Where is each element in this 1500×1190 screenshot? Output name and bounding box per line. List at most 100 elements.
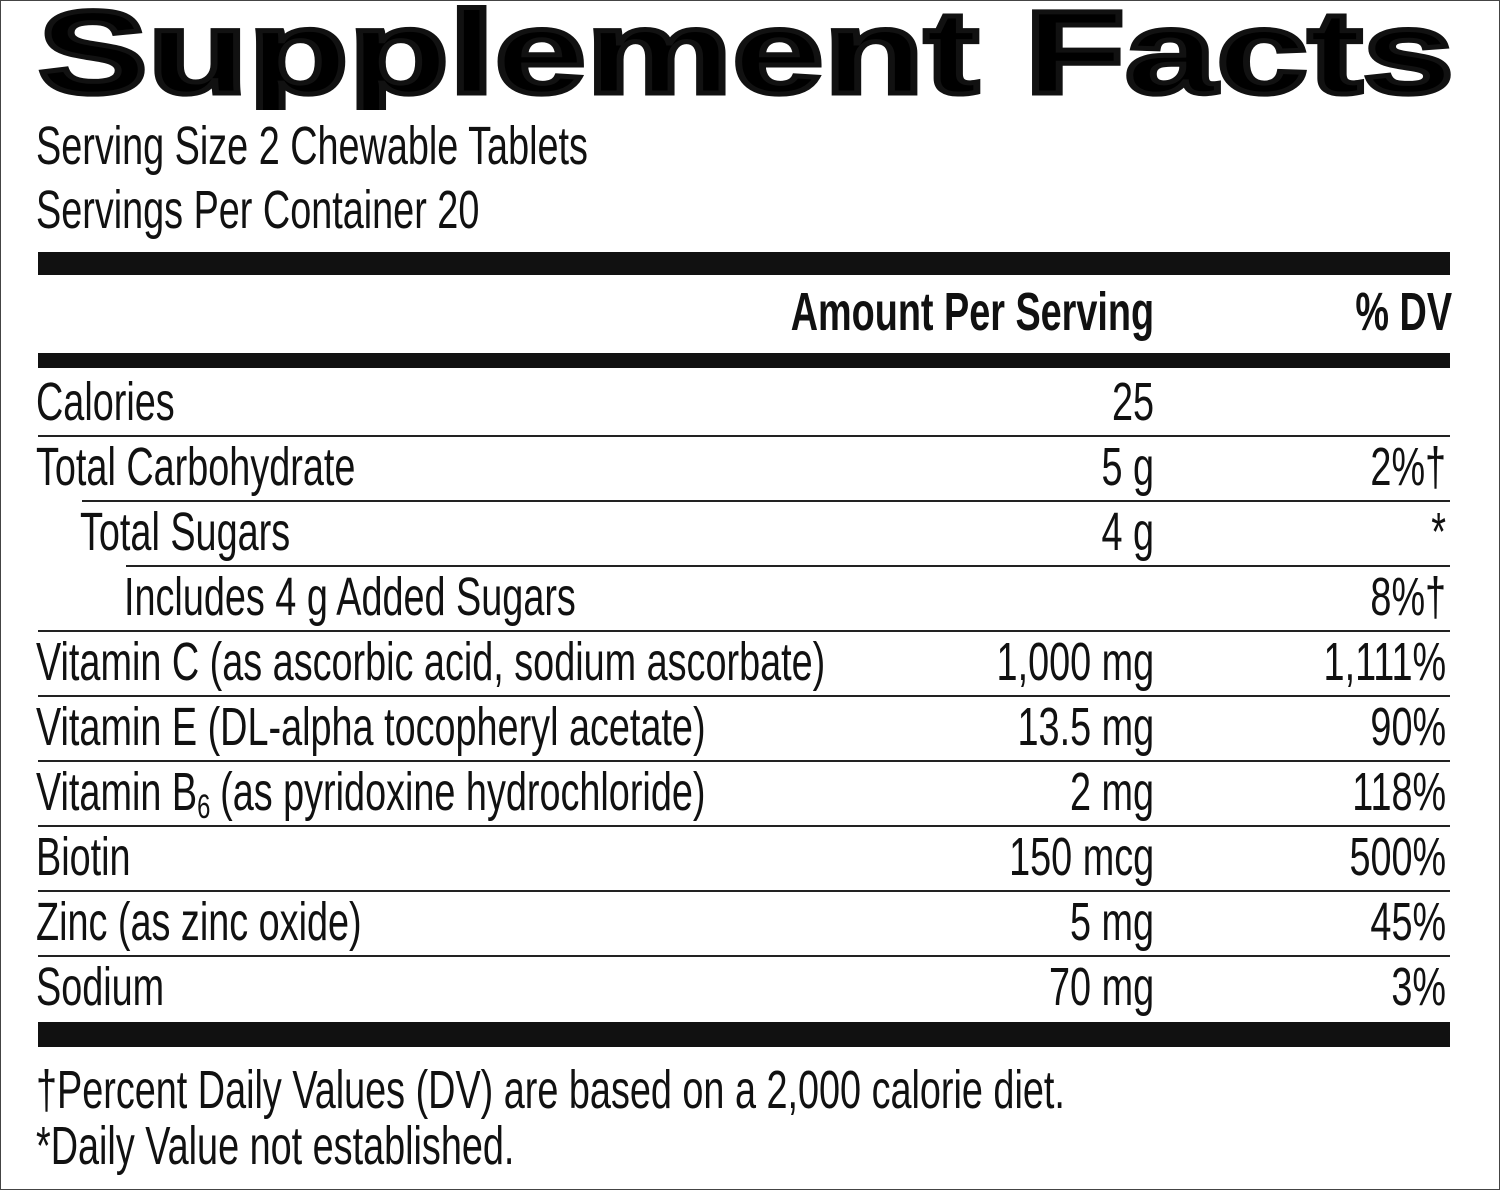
dv-header: % DV (1314, 280, 1452, 344)
name-wrap: Vitamin B6 (as pyridoxine hydrochloride) (36, 760, 705, 839)
name-text: Vitamin B (36, 762, 198, 822)
amount: 25 (1094, 370, 1154, 434)
name-wrap: Vitamin E (DL-alpha tocopheryl acetate) (36, 695, 706, 759)
amount-header-text: Amount Per Serving (790, 282, 1154, 342)
nutrient-row: Zinc (as zinc oxide) 5 mg 45% (0, 890, 1500, 955)
name-text: Total Sugars (80, 502, 291, 562)
row-rule (38, 890, 1450, 892)
name-wrap: Sodium (36, 955, 164, 1019)
servings-per-container: Servings Per Container 20 (36, 178, 669, 242)
nutrient-name: Total Carbohydrate (36, 435, 492, 499)
name-text: Vitamin E (DL-alpha tocopheryl acetate) (36, 697, 706, 757)
dv-text: 8%† (1370, 567, 1446, 627)
amount-text: 70 mg (1048, 957, 1154, 1017)
amount-text: 1,000 mg (996, 632, 1154, 692)
dv-text: 2%† (1370, 437, 1446, 497)
daily-value: 2%† (1338, 435, 1446, 499)
footnote: †Percent Daily Values (DV) are based on … (36, 1058, 1500, 1122)
thick-rule (38, 252, 1450, 275)
footnote-text: *Daily Value not established. (36, 1116, 515, 1176)
amount: 2 mg (1034, 760, 1154, 824)
name-wrap: Vitamin C (as ascorbic acid, sodium asco… (36, 630, 825, 694)
nutrient-row: Includes 4 g Added Sugars 8%† (0, 565, 1500, 630)
nutrient-name: Vitamin C (as ascorbic acid, sodium asco… (36, 630, 1163, 694)
footnote-text: †Percent Daily Values (DV) are based on … (36, 1060, 1065, 1120)
amount: 150 mcg (947, 825, 1154, 889)
daily-value: 45% (1338, 890, 1446, 954)
dv-text: 90% (1370, 697, 1446, 757)
nutrient-row: Vitamin C (as ascorbic acid, sodium asco… (0, 630, 1500, 695)
amount-text: 4 g (1101, 502, 1154, 562)
nutrient-name: Vitamin E (DL-alpha tocopheryl acetate) (36, 695, 993, 759)
nutrient-row: Total Carbohydrate 5 g 2%† (0, 435, 1500, 500)
dv-text: 118% (1352, 762, 1446, 822)
name-text: Zinc (as zinc oxide) (36, 892, 362, 952)
nutrient-row: Sodium 70 mg 3% (0, 955, 1500, 1020)
name-subscript: 6 (197, 788, 211, 826)
name-detail: (as pyridoxine hydrochloride) (220, 762, 706, 822)
daily-value: 1,111% (1271, 630, 1446, 694)
footnote: *Daily Value not established. (36, 1114, 719, 1178)
nutrient-row: Biotin 150 mcg 500% (0, 825, 1500, 890)
nutrient-name: Includes 4 g Added Sugars (124, 565, 769, 629)
amount-text: 5 g (1101, 437, 1154, 497)
amount: 5 g (1079, 435, 1154, 499)
row-rule (38, 695, 1450, 697)
row-rule (38, 435, 1450, 437)
dv-header-text: % DV (1355, 282, 1452, 342)
name-text: Includes 4 g Added Sugars (124, 567, 576, 627)
amount-text: 25 (1111, 372, 1154, 432)
name-text: Total Carbohydrate (36, 437, 356, 497)
row-rule (126, 565, 1450, 567)
serving-size-text: Serving Size 2 Chewable Tablets (36, 116, 588, 176)
daily-value: 500% (1308, 825, 1446, 889)
nutrient-row: Vitamin E (DL-alpha tocopheryl acetate) 1… (0, 695, 1500, 760)
dv-text: 3% (1391, 957, 1446, 1017)
amount: 5 mg (1034, 890, 1154, 954)
name-wrap: Total Sugars (80, 500, 290, 564)
daily-value: 8%† (1338, 565, 1446, 629)
nutrient-name: Calories (36, 370, 234, 434)
daily-value: * (1425, 500, 1446, 564)
amount: 13.5 mg (959, 695, 1154, 759)
title: Supplement Facts (38, 0, 1454, 110)
daily-value: 3% (1368, 955, 1446, 1019)
thick-rule (38, 1022, 1450, 1047)
amount: 4 g (1079, 500, 1154, 564)
nutrient-row: Calories 25 (0, 370, 1500, 435)
name-wrap: Includes 4 g Added Sugars (124, 565, 576, 629)
nutrient-name: Biotin (36, 825, 171, 889)
title-box: Supplement Facts (36, 0, 1457, 110)
name-wrap: Biotin (36, 825, 131, 889)
serving-size: Serving Size 2 Chewable Tablets (36, 114, 824, 178)
dv-text: * (1431, 502, 1446, 562)
name-text: Calories (36, 372, 175, 432)
row-rule (38, 760, 1450, 762)
amount-header: Amount Per Serving (635, 280, 1154, 344)
amount: 1,000 mg (929, 630, 1154, 694)
row-rule (38, 630, 1450, 632)
name-text: Biotin (36, 827, 131, 887)
nutrient-row: Total Sugars 4 g * (0, 500, 1500, 565)
amount-text: 13.5 mg (1017, 697, 1154, 757)
name-wrap: Zinc (as zinc oxide) (36, 890, 362, 954)
name-wrap: Calories (36, 370, 175, 434)
dv-text: 1,111% (1323, 632, 1446, 692)
amount-text: 5 mg (1069, 892, 1154, 952)
daily-value: 118% (1312, 760, 1446, 824)
amount-text: 150 mcg (1009, 827, 1154, 887)
medium-rule (38, 353, 1450, 368)
nutrient-name: Vitamin B6 (as pyridoxine hydrochloride) (36, 760, 992, 839)
name-wrap: Total Carbohydrate (36, 435, 355, 499)
daily-value: 90% (1338, 695, 1446, 759)
nutrient-name: Sodium (36, 955, 219, 1019)
nutrient-name: Zinc (as zinc oxide) (36, 890, 501, 954)
amount: 70 mg (1004, 955, 1154, 1019)
dv-text: 45% (1370, 892, 1446, 952)
nutrient-row: Vitamin B6 (as pyridoxine hydrochloride) 2… (0, 760, 1500, 826)
amount-text: 2 mg (1069, 762, 1154, 822)
nutrient-name: Total Sugars (80, 500, 380, 564)
row-rule (38, 825, 1450, 827)
row-rule (38, 955, 1450, 957)
